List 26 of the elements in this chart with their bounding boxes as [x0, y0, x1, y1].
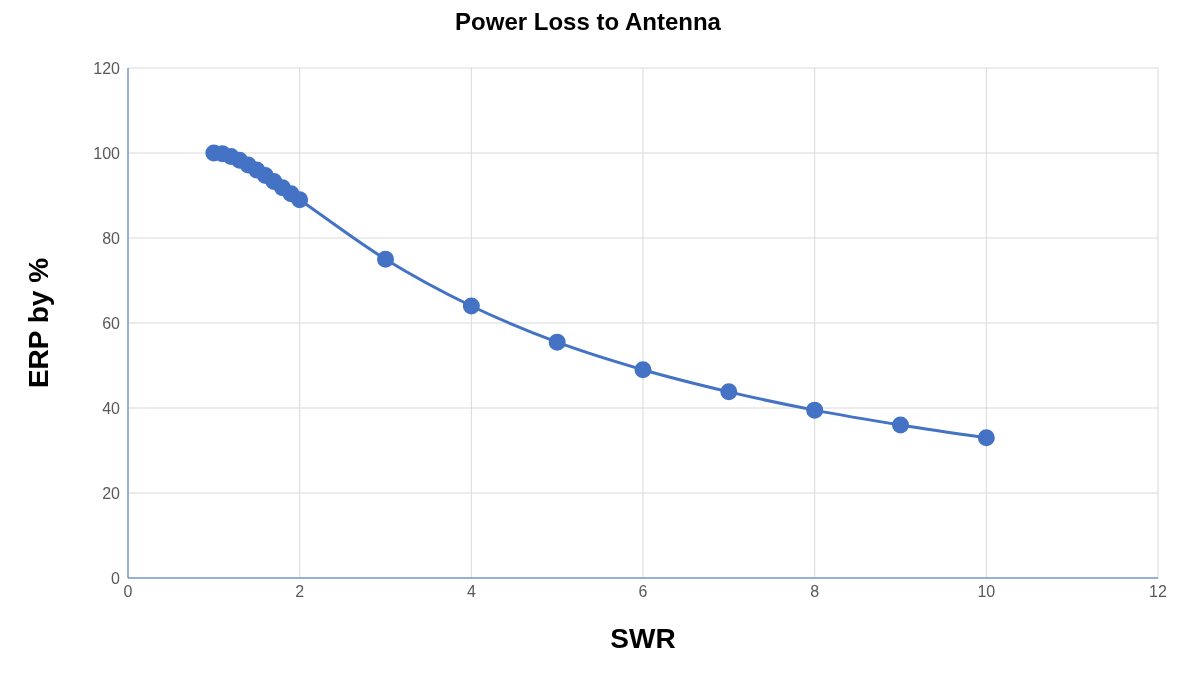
x-tick-label: 8 [810, 583, 820, 601]
x-tick-label: 0 [123, 583, 133, 601]
point [634, 361, 652, 379]
x-tick-label: 2 [295, 583, 305, 601]
x-axis-title: SWR [610, 623, 676, 654]
point [291, 191, 309, 209]
point [892, 416, 909, 434]
x-tick-label: 12 [1149, 583, 1167, 601]
y-tick-label: 120 [93, 59, 121, 77]
point [977, 429, 995, 447]
x-tick-label: 4 [466, 583, 476, 601]
y-tick-label: 60 [102, 314, 121, 332]
point [462, 297, 480, 315]
point [548, 333, 566, 351]
y-tick-label: 80 [102, 229, 121, 247]
chart-title: Power Loss to Antenna [454, 8, 722, 37]
y-tick-label: 20 [102, 484, 121, 502]
x-tick-label: 10 [977, 583, 996, 601]
x-tick-label: 6 [638, 583, 648, 601]
y-tick-label: 0 [111, 569, 121, 587]
y-tick-label: 100 [93, 144, 121, 162]
point [377, 250, 394, 268]
y-tick-label: 40 [102, 399, 121, 417]
point [806, 401, 824, 419]
point [720, 383, 738, 401]
y-axis-title: ERP by % [22, 257, 54, 389]
